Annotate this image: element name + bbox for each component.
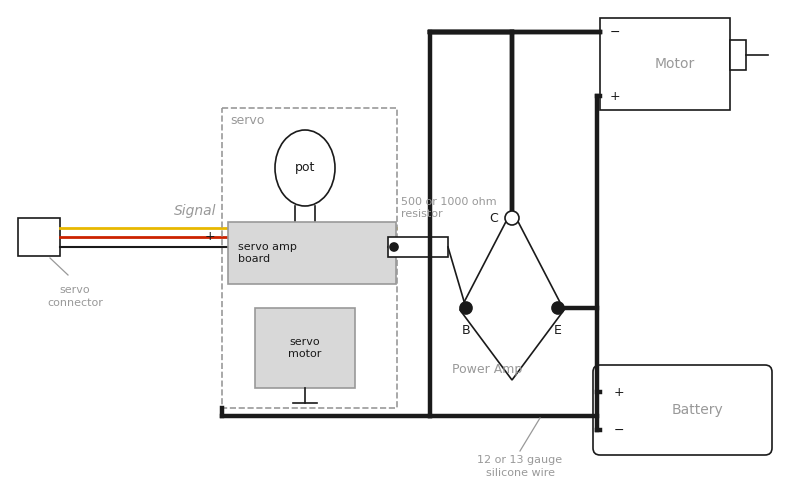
Text: servo
connector: servo connector: [47, 285, 103, 308]
Bar: [600, 18, 730, 110]
Circle shape: [390, 243, 398, 251]
Text: servo
motor: servo motor: [288, 337, 322, 359]
Text: Motor: Motor: [654, 57, 695, 71]
Circle shape: [505, 211, 519, 225]
Text: Power Amp: Power Amp: [452, 363, 522, 377]
Text: +: +: [205, 230, 215, 243]
Circle shape: [460, 302, 472, 314]
Text: servo: servo: [230, 113, 265, 127]
Text: −: −: [614, 424, 625, 437]
Bar: [730, 40, 746, 70]
Bar: [18, 218, 60, 256]
Text: −: −: [205, 241, 215, 253]
Text: pot: pot: [295, 162, 316, 175]
Polygon shape: [460, 210, 564, 380]
Text: E: E: [554, 324, 562, 337]
Text: Battery: Battery: [671, 403, 723, 417]
Text: +: +: [610, 89, 621, 102]
Text: C: C: [489, 212, 498, 225]
Bar: [388, 237, 448, 257]
Text: +: +: [614, 386, 625, 399]
Bar: [222, 108, 397, 408]
Bar: [228, 222, 396, 284]
Text: 12 or 13 gauge
silicone wire: 12 or 13 gauge silicone wire: [478, 455, 562, 478]
Bar: [255, 308, 355, 388]
Text: 500 or 1000 ohm
resistor: 500 or 1000 ohm resistor: [401, 197, 496, 219]
Text: Signal: Signal: [174, 204, 216, 218]
Ellipse shape: [275, 130, 335, 206]
FancyBboxPatch shape: [593, 365, 772, 455]
Text: servo amp
board: servo amp board: [238, 242, 297, 264]
Text: B: B: [462, 324, 470, 337]
Text: −: −: [610, 25, 621, 38]
Circle shape: [552, 302, 564, 314]
